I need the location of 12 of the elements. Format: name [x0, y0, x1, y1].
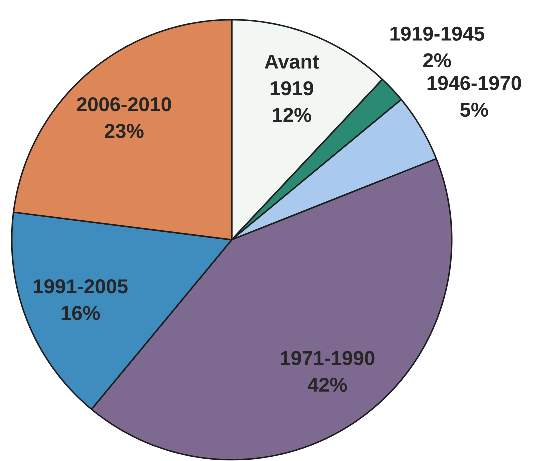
- slice-label: 1991-2005: [34, 280, 128, 294]
- slice-label: 1919-1945: [390, 26, 485, 42]
- data-label: 2%: [424, 54, 452, 68]
- slice-label: 2006-2010: [77, 98, 172, 112]
- data-label: 42%: [308, 378, 348, 392]
- slice-label: 1946-1970: [428, 76, 522, 91]
- data-label: 12%: [273, 108, 312, 122]
- slice-label: 1971-1990: [281, 351, 375, 366]
- data-label: 5%: [460, 103, 488, 118]
- data-label: 16%: [62, 306, 100, 320]
- slice-label: Avant 1919: [265, 55, 320, 96]
- data-label: 23%: [105, 124, 144, 138]
